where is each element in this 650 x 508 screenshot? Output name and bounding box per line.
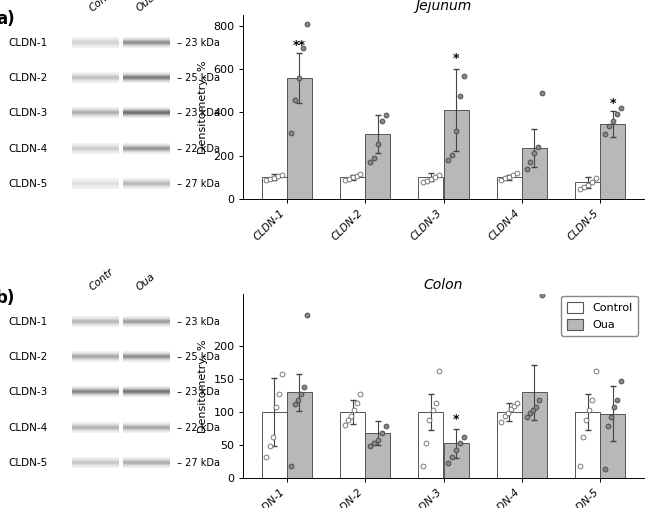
Text: CLDN-2: CLDN-2 xyxy=(8,73,48,83)
Text: Oua: Oua xyxy=(134,0,157,13)
Text: – 27 kDa: – 27 kDa xyxy=(174,179,220,189)
Bar xyxy=(287,78,312,199)
Text: Contr: Contr xyxy=(87,0,116,13)
Bar xyxy=(575,412,600,478)
Text: – 23 kDa: – 23 kDa xyxy=(174,108,220,118)
Text: – 23 kDa: – 23 kDa xyxy=(174,387,220,397)
Text: a): a) xyxy=(0,10,14,28)
Text: CLDN-4: CLDN-4 xyxy=(8,144,48,154)
Text: *: * xyxy=(453,414,460,426)
Y-axis label: Densitometry, %: Densitometry, % xyxy=(198,339,208,432)
Bar xyxy=(575,182,600,199)
Bar xyxy=(497,412,522,478)
Text: *: * xyxy=(610,97,616,110)
Bar xyxy=(340,177,365,199)
Bar xyxy=(522,148,547,199)
Text: – 23 kDa: – 23 kDa xyxy=(174,38,220,48)
Bar xyxy=(262,177,287,199)
Legend: Control, Oua: Control, Oua xyxy=(561,296,638,335)
Bar xyxy=(600,124,625,199)
Bar xyxy=(443,443,469,478)
Bar xyxy=(600,414,625,478)
Text: CLDN-1: CLDN-1 xyxy=(8,316,48,327)
Bar xyxy=(522,392,547,478)
Title: Jejunum: Jejunum xyxy=(415,0,472,13)
Text: Contr: Contr xyxy=(87,266,116,292)
Text: – 25 kDa: – 25 kDa xyxy=(174,73,220,83)
Y-axis label: Densitometry, %: Densitometry, % xyxy=(198,60,208,154)
Bar xyxy=(287,392,312,478)
Bar xyxy=(419,412,443,478)
Text: b): b) xyxy=(0,289,15,306)
Bar xyxy=(262,412,287,478)
Bar xyxy=(419,177,443,199)
Bar xyxy=(365,433,390,478)
Text: Oua: Oua xyxy=(134,271,157,292)
Text: – 23 kDa: – 23 kDa xyxy=(174,316,220,327)
Text: CLDN-3: CLDN-3 xyxy=(8,108,48,118)
Text: CLDN-5: CLDN-5 xyxy=(8,179,48,189)
Title: Colon: Colon xyxy=(424,277,463,292)
Text: CLDN-2: CLDN-2 xyxy=(8,352,48,362)
Bar xyxy=(497,177,522,199)
Text: *: * xyxy=(453,52,460,65)
Text: CLDN-5: CLDN-5 xyxy=(8,458,48,468)
Text: CLDN-4: CLDN-4 xyxy=(8,423,48,432)
Text: – 22 kDa: – 22 kDa xyxy=(174,423,220,432)
Bar xyxy=(365,134,390,199)
Bar xyxy=(340,412,365,478)
Text: – 22 kDa: – 22 kDa xyxy=(174,144,220,154)
Text: CLDN-3: CLDN-3 xyxy=(8,387,48,397)
Text: CLDN-1: CLDN-1 xyxy=(8,38,48,48)
Text: – 27 kDa: – 27 kDa xyxy=(174,458,220,468)
Text: – 25 kDa: – 25 kDa xyxy=(174,352,220,362)
Text: **: ** xyxy=(292,39,306,52)
Bar xyxy=(443,110,469,199)
